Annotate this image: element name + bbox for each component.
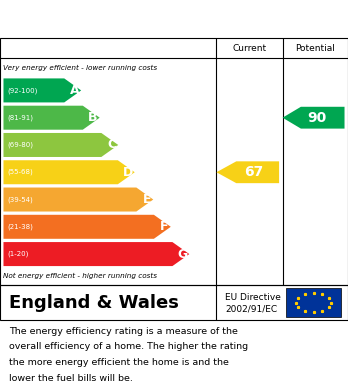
Text: Energy Efficiency Rating: Energy Efficiency Rating — [9, 12, 230, 27]
Polygon shape — [216, 161, 279, 183]
Text: (39-54): (39-54) — [7, 196, 33, 203]
Text: Not energy efficient - higher running costs: Not energy efficient - higher running co… — [3, 273, 158, 280]
Text: Potential: Potential — [295, 44, 335, 53]
Polygon shape — [3, 215, 171, 239]
Text: A: A — [70, 84, 79, 97]
Text: England & Wales: England & Wales — [9, 294, 179, 312]
Text: Very energy efficient - lower running costs: Very energy efficient - lower running co… — [3, 65, 158, 70]
Text: G: G — [177, 248, 187, 260]
Text: lower the fuel bills will be.: lower the fuel bills will be. — [9, 374, 133, 383]
Text: Current: Current — [232, 44, 267, 53]
Text: F: F — [160, 220, 169, 233]
Text: the more energy efficient the home is and the: the more energy efficient the home is an… — [9, 358, 229, 367]
Text: 2002/91/EC: 2002/91/EC — [225, 305, 277, 314]
Text: E: E — [143, 193, 151, 206]
Text: (92-100): (92-100) — [7, 87, 37, 94]
Polygon shape — [3, 133, 118, 157]
Polygon shape — [3, 106, 100, 130]
Text: (55-68): (55-68) — [7, 169, 33, 176]
Text: B: B — [88, 111, 98, 124]
Polygon shape — [3, 79, 81, 102]
Polygon shape — [3, 188, 153, 212]
Bar — [286, 288, 341, 317]
Polygon shape — [3, 160, 135, 184]
Text: (81-91): (81-91) — [7, 115, 33, 121]
Text: The energy efficiency rating is a measure of the: The energy efficiency rating is a measur… — [9, 326, 238, 335]
Text: 90: 90 — [308, 111, 327, 125]
Text: 67: 67 — [244, 165, 263, 179]
Text: (1-20): (1-20) — [7, 251, 28, 257]
Text: (21-38): (21-38) — [7, 224, 33, 230]
Text: overall efficiency of a home. The higher the rating: overall efficiency of a home. The higher… — [9, 343, 248, 352]
Polygon shape — [3, 242, 189, 266]
Polygon shape — [283, 107, 345, 129]
Text: (69-80): (69-80) — [7, 142, 33, 148]
Text: D: D — [122, 166, 133, 179]
Text: C: C — [107, 138, 116, 151]
Text: EU Directive: EU Directive — [225, 293, 281, 302]
